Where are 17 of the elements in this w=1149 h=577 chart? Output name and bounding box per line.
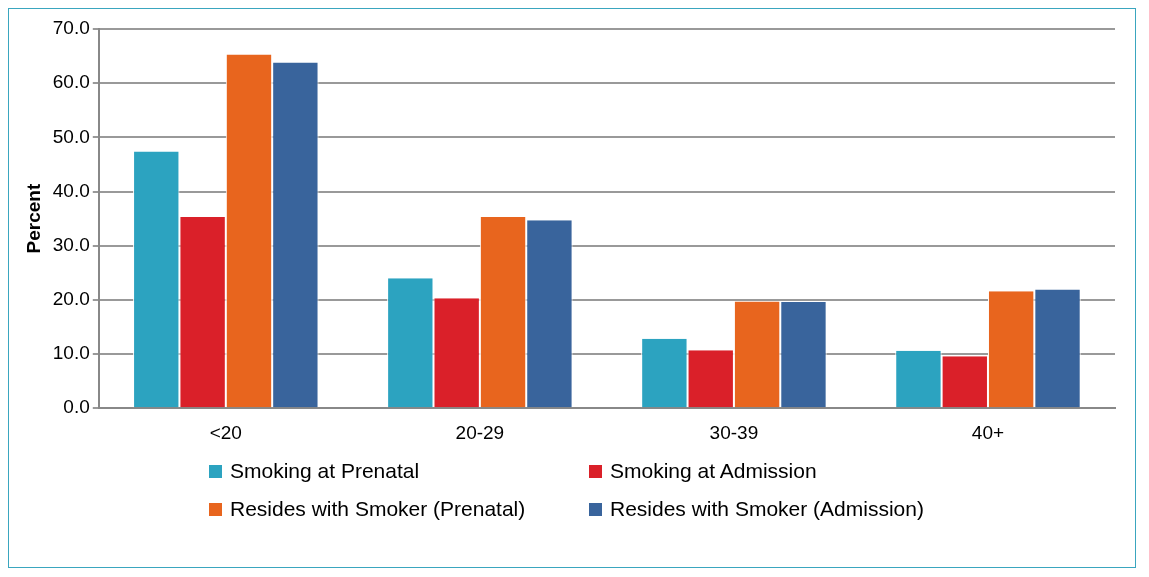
y-tick-label: 40.0 [52,179,90,201]
y-tick-label: 50.0 [52,125,90,147]
legend-label: Resides with Smoker (Prenatal) [230,497,526,521]
x-tick-label: <20 [209,421,242,443]
y-tick-label: 10.0 [52,342,90,364]
y-tick-label: 30.0 [52,233,90,255]
legend-label: Resides with Smoker (Admission) [610,497,924,521]
y-tick-label: 20.0 [52,288,90,310]
y-tick-label: 70.0 [52,17,90,39]
legend-label: Smoking at Admission [610,459,817,483]
x-tick-label: 30-39 [709,421,759,443]
x-tick-label: 40+ [971,421,1005,443]
x-tick-label: 20-29 [455,421,505,443]
y-tick-label: 0.0 [63,396,90,418]
legend-label: Smoking at Prenatal [230,459,420,483]
y-axis-title: Percent [22,183,44,254]
y-tick-label: 60.0 [52,71,90,93]
